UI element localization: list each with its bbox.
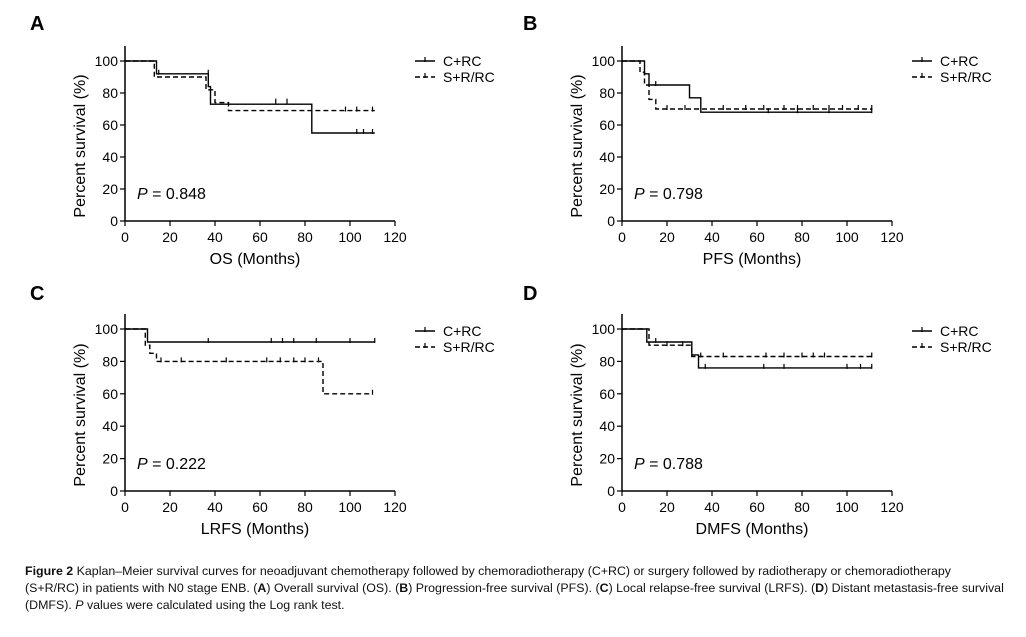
y-tick-label: 0 — [110, 483, 118, 499]
p-symbol: P — [137, 186, 148, 203]
x-tick-label: 100 — [338, 229, 362, 245]
y-tick-label: 0 — [110, 213, 118, 229]
p-value-number: = 0.222 — [148, 456, 206, 473]
x-tick-label: 80 — [297, 229, 313, 245]
p-symbol: P — [634, 186, 645, 203]
series-line-s-r-rc — [125, 60, 375, 112]
y-axis-label: Percent survival (%) — [569, 343, 586, 486]
legend-label: C+RC — [443, 323, 482, 339]
caption-label: Figure 2 — [25, 564, 74, 578]
x-tick-label: 100 — [338, 499, 362, 515]
y-tick-label: 40 — [599, 149, 615, 165]
y-tick-label: 80 — [102, 353, 118, 369]
y-tick-label: 60 — [599, 117, 615, 133]
x-tick-label: 20 — [162, 499, 178, 515]
p-value: P = 0.798 — [634, 186, 703, 203]
legend-label: C+RC — [443, 53, 482, 69]
x-tick-label: 0 — [618, 499, 626, 515]
y-axis-label: Percent survival (%) — [569, 74, 586, 217]
x-tick-label: 120 — [383, 229, 407, 245]
y-tick-label: 60 — [599, 386, 615, 402]
x-tick-label: 120 — [880, 229, 904, 245]
x-tick-label: 60 — [749, 499, 765, 515]
y-tick-label: 0 — [607, 483, 615, 499]
p-value-number: = 0.788 — [645, 456, 703, 473]
x-tick-label: 20 — [659, 499, 675, 515]
y-tick-label: 20 — [102, 451, 118, 467]
x-tick-label: 0 — [121, 499, 129, 515]
x-tick-label: 60 — [252, 229, 268, 245]
x-tick-label: 100 — [835, 229, 859, 245]
series-line-c-rc — [622, 60, 872, 113]
x-tick-label: 60 — [749, 229, 765, 245]
p-symbol: P — [634, 456, 645, 473]
p-value-number: = 0.798 — [645, 186, 703, 203]
p-value: P = 0.222 — [137, 456, 206, 473]
y-tick-label: 60 — [102, 386, 118, 402]
panel-c: C 0 20 40 60 80 100 0 20 40 60 80 100 120 LRFS (Months… — [30, 283, 495, 538]
p-symbol: P — [137, 456, 148, 473]
y-tick-label: 20 — [599, 181, 615, 197]
panel-d: D 0 20 40 60 80 100 0 20 40 60 80 100 120 DMFS (Months… — [523, 283, 992, 538]
x-tick-label: 40 — [207, 499, 223, 515]
y-tick-label: 100 — [592, 321, 616, 337]
x-tick-label: 100 — [835, 499, 859, 515]
y-tick-label: 40 — [102, 418, 118, 434]
y-tick-label: 100 — [592, 53, 616, 69]
x-tick-label: 20 — [659, 229, 675, 245]
x-tick-label: 40 — [207, 229, 223, 245]
panel-a: A 0 20 40 60 80 100 0 20 40 60 80 100 120 OS (Months) P… — [30, 13, 495, 268]
legend-label: S+R/RC — [940, 69, 992, 85]
y-axis-label: Percent survival (%) — [72, 74, 89, 217]
y-tick-label: 80 — [102, 85, 118, 101]
x-tick-label: 0 — [121, 229, 129, 245]
x-tick-label: 40 — [704, 499, 720, 515]
p-value: P = 0.788 — [634, 456, 703, 473]
x-axis-label: PFS (Months) — [703, 251, 802, 268]
kaplan-meier-figure: A 0 20 40 60 80 100 0 20 40 60 80 100 120 OS (Months) P… — [30, 13, 992, 538]
y-tick-label: 20 — [599, 451, 615, 467]
x-tick-label: 80 — [297, 499, 313, 515]
y-tick-label: 80 — [599, 353, 615, 369]
x-axis-label: LRFS (Months) — [201, 521, 309, 538]
panel-b: B 0 20 40 60 80 100 0 20 40 60 80 100 120 PFS (Months)… — [523, 13, 992, 268]
x-axis-label: DMFS (Months) — [696, 521, 809, 538]
legend-label: C+RC — [940, 323, 979, 339]
series-line-s-r-rc — [622, 328, 872, 358]
panel-letter: B — [523, 13, 537, 35]
series-line-c-rc — [125, 60, 375, 134]
x-tick-label: 120 — [383, 499, 407, 515]
legend-label: S+R/RC — [443, 69, 495, 85]
series-line-c-rc — [622, 328, 872, 369]
x-tick-label: 0 — [618, 229, 626, 245]
x-tick-label: 20 — [162, 229, 178, 245]
legend-label: S+R/RC — [443, 339, 495, 355]
panel-letter: D — [523, 283, 537, 305]
series-line-s-r-rc — [125, 328, 373, 395]
x-tick-label: 80 — [794, 499, 810, 515]
y-axis-label: Percent survival (%) — [72, 343, 89, 486]
y-tick-label: 0 — [607, 213, 615, 229]
p-value-number: = 0.848 — [148, 186, 206, 203]
p-value: P = 0.848 — [137, 186, 206, 203]
legend-label: S+R/RC — [940, 339, 992, 355]
y-tick-label: 20 — [102, 181, 118, 197]
x-tick-label: 120 — [880, 499, 904, 515]
y-tick-label: 100 — [95, 53, 119, 69]
y-tick-label: 40 — [102, 149, 118, 165]
x-tick-label: 60 — [252, 499, 268, 515]
x-axis-label: OS (Months) — [210, 251, 301, 268]
panel-letter: A — [30, 13, 44, 35]
legend-label: C+RC — [940, 53, 979, 69]
figure-caption: Figure 2 Kaplan–Meier survival curves fo… — [25, 564, 1004, 612]
x-tick-label: 40 — [704, 229, 720, 245]
y-tick-label: 40 — [599, 418, 615, 434]
y-tick-label: 60 — [102, 117, 118, 133]
panel-letter: C — [30, 283, 44, 305]
x-tick-label: 80 — [794, 229, 810, 245]
series-line-s-r-rc — [622, 60, 872, 110]
series-line-c-rc — [125, 328, 375, 343]
y-tick-label: 80 — [599, 85, 615, 101]
y-tick-label: 100 — [95, 321, 119, 337]
